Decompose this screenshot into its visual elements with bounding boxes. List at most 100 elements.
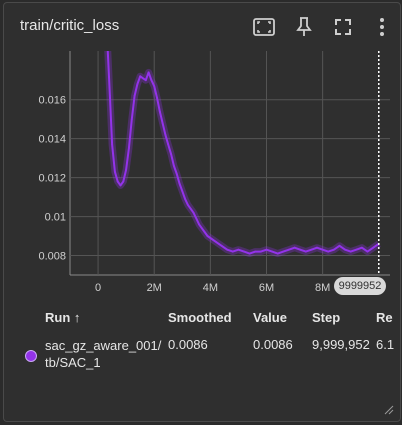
data-point — [260, 250, 262, 253]
data-point — [139, 75, 142, 78]
data-point — [133, 94, 136, 97]
data-point — [288, 248, 290, 251]
table-row[interactable]: sac_gz_aware_001/ tb/SAC_1 0.0086 0.0086… — [4, 335, 400, 375]
data-point — [181, 190, 184, 193]
run-color-swatch — [25, 350, 37, 362]
relative-cell: 6.1 — [376, 337, 395, 352]
x-tick-label: 6M — [259, 282, 274, 294]
chart-series — [104, 40, 381, 258]
fit-domain-button[interactable] — [252, 15, 276, 39]
x-tick-label: 8M — [315, 282, 330, 294]
card-title: train/critic_loss — [20, 17, 120, 34]
data-point — [189, 207, 192, 210]
data-point — [282, 250, 285, 253]
data-point — [175, 172, 178, 175]
col-smoothed[interactable]: Smoothed — [168, 310, 232, 325]
data-point — [106, 40, 108, 42]
data-point — [167, 143, 170, 146]
data-point — [125, 168, 127, 171]
data-point — [147, 71, 150, 74]
data-point — [220, 244, 223, 247]
data-point — [161, 122, 164, 124]
data-point — [173, 165, 175, 167]
x-tick-label: 0 — [95, 282, 101, 294]
data-point — [201, 227, 203, 230]
data-point — [316, 246, 318, 249]
table-header: Run ↑ Smoothed Value Step Re — [4, 310, 400, 330]
data-point — [184, 198, 187, 200]
data-point — [109, 94, 111, 97]
data-point — [136, 83, 139, 85]
data-point — [128, 147, 130, 150]
resize-handle-icon[interactable] — [384, 405, 394, 415]
data-point — [158, 110, 161, 113]
x-tick-label: 2M — [147, 282, 162, 294]
data-point — [237, 248, 240, 251]
data-point — [116, 180, 119, 183]
scalar-card: train/critic_loss 0.008 0.01 0.012 0.014 0.0… — [3, 2, 401, 422]
data-point — [226, 248, 229, 251]
data-point — [130, 118, 133, 121]
data-point — [215, 241, 217, 243]
line-chart[interactable]: 0.008 0.01 0.012 0.014 0.016 0 2M 4M 6M 8M — [4, 3, 400, 303]
data-point — [338, 244, 341, 247]
data-point — [321, 248, 324, 251]
data-point — [327, 250, 330, 253]
data-point — [231, 250, 234, 253]
data-point — [150, 79, 153, 82]
y-axis-ticks: 0.008 0.01 0.012 0.014 0.016 — [38, 95, 66, 263]
data-point — [195, 217, 198, 220]
data-point — [142, 77, 144, 80]
hover-step-badge: 9999952 — [334, 277, 386, 295]
data-point — [243, 250, 245, 253]
data-point — [192, 211, 195, 214]
data-point — [299, 248, 302, 251]
data-point — [209, 237, 212, 239]
data-point — [349, 250, 352, 253]
y-tick-label: 0.016 — [38, 95, 66, 107]
chart-grid — [69, 51, 390, 276]
fit-domain-icon — [253, 18, 275, 36]
y-tick-label: 0.008 — [38, 251, 66, 263]
data-point — [164, 133, 167, 136]
step-cell: 9,999,952 — [312, 337, 370, 352]
data-point — [114, 170, 116, 173]
x-axis-ticks: 0 2M 4M 6M 8M — [95, 282, 330, 294]
data-point — [333, 248, 335, 251]
data-point — [119, 184, 122, 187]
col-step[interactable]: Step — [312, 310, 341, 325]
data-point — [304, 250, 307, 253]
data-point — [178, 182, 181, 185]
y-tick-label: 0.014 — [38, 134, 66, 146]
smoothed-value: 0.0086 — [168, 337, 208, 352]
data-point — [153, 85, 156, 87]
more-vert-icon — [380, 18, 384, 36]
series-line — [106, 51, 380, 255]
data-point — [372, 246, 375, 249]
data-point — [310, 248, 313, 251]
data-point — [170, 153, 173, 156]
data-point — [206, 235, 209, 237]
data-point — [187, 204, 189, 206]
y-tick-label: 0.01 — [45, 212, 66, 224]
pin-button[interactable] — [292, 15, 316, 39]
data-point — [366, 250, 369, 253]
data-point — [111, 143, 113, 146]
data-point — [355, 248, 358, 251]
col-value[interactable]: Value — [253, 310, 287, 325]
y-tick-label: 0.012 — [38, 173, 66, 185]
data-point — [254, 250, 257, 253]
data-point — [344, 248, 346, 251]
col-run[interactable]: Run ↑ — [45, 310, 81, 325]
data-point — [293, 246, 296, 249]
data-point — [198, 223, 201, 226]
fullscreen-button[interactable] — [331, 15, 355, 39]
data-point — [361, 246, 363, 249]
data-point — [203, 231, 206, 234]
data-point — [156, 96, 158, 99]
x-tick-label: 4M — [203, 282, 218, 294]
pin-icon — [296, 17, 312, 36]
col-relative[interactable]: Re — [376, 310, 393, 325]
more-options-button[interactable] — [370, 15, 394, 39]
fullscreen-icon — [335, 19, 351, 35]
